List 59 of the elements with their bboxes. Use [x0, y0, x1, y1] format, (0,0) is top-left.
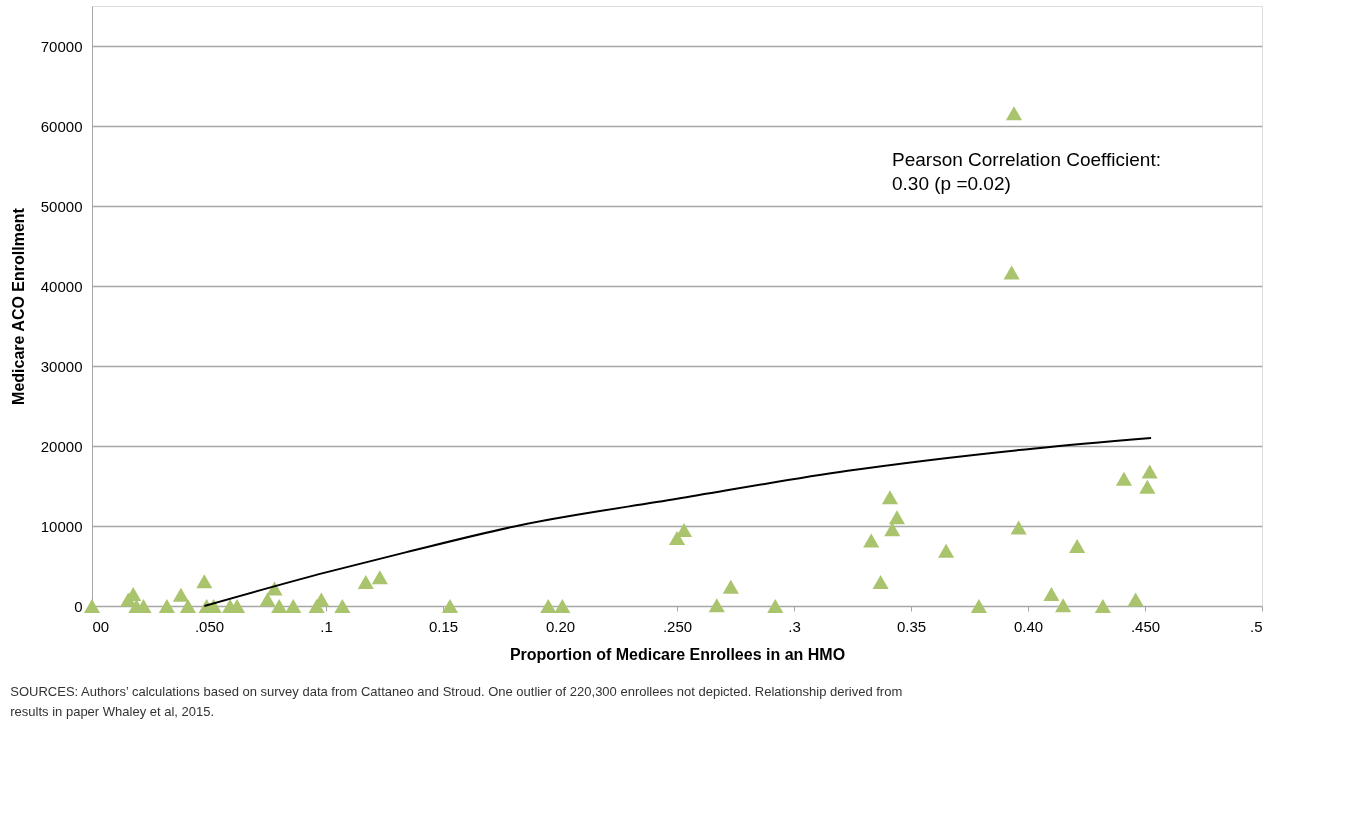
point [668, 531, 686, 545]
point [767, 599, 784, 613]
x-axis-title: Proportion of Medicare Enrollees in an HMO [509, 645, 846, 663]
point [1005, 106, 1023, 121]
point [1055, 598, 1072, 613]
y-tick-label: 70000 [40, 37, 83, 55]
point [1115, 471, 1132, 486]
source-note: SOURCES: Authors’ calculations based on survey data from Cattaneo and Stroud. One outlier of 220,300 enrollees not depicted. Relationship derived from results in paper Whaley et al, 2015. [10, 684, 903, 719]
point [158, 599, 175, 613]
point [881, 490, 898, 505]
x-tick-label: 00 [92, 617, 110, 635]
point [285, 599, 302, 613]
point [196, 574, 213, 589]
point [938, 543, 955, 558]
point [371, 570, 388, 585]
point [357, 575, 374, 589]
x-tick-label: .450 [1130, 617, 1161, 635]
point [334, 599, 351, 613]
x-tick-label: .250 [662, 617, 693, 635]
point [1043, 587, 1060, 601]
point [540, 599, 557, 613]
point [970, 599, 987, 613]
point [1141, 464, 1158, 479]
x-tick-label: 0.20 [545, 617, 576, 635]
point [441, 599, 459, 613]
x-tick-label: 0.15 [428, 617, 459, 635]
point [172, 587, 189, 602]
y-tick-label: 0 [74, 597, 83, 615]
point [888, 510, 906, 525]
y-tick-label: 50000 [40, 197, 83, 215]
point [1139, 479, 1156, 494]
point [1069, 539, 1086, 553]
x-tick-label: .3 [788, 617, 801, 635]
point [554, 599, 571, 613]
point [259, 592, 276, 607]
point [83, 599, 101, 613]
point [1094, 599, 1111, 613]
point [1003, 265, 1020, 280]
point [884, 522, 901, 537]
point [1127, 592, 1144, 607]
point [708, 598, 725, 613]
x-tick-label: .050 [194, 617, 225, 635]
x-tick-label: .1 [320, 617, 333, 635]
x-tick-label: .5 [1249, 617, 1263, 635]
y-tick-label: 40000 [40, 277, 83, 295]
y-tick-label: 20000 [40, 437, 83, 455]
annotation: Pearson Correlation Coefficient: 0.30 (p =0.02) [892, 149, 1161, 194]
point [872, 575, 889, 589]
point [1010, 520, 1027, 535]
y-tick-label: 60000 [40, 117, 83, 135]
point [179, 599, 196, 613]
point [863, 533, 880, 548]
x-tick-label: 0.35 [896, 617, 927, 635]
point [722, 579, 739, 594]
y-axis-title: Medicare ACO Enrollment [9, 207, 27, 405]
y-tick-label: 10000 [40, 517, 83, 535]
x-tick-label: 0.40 [1013, 617, 1044, 635]
y-tick-label: 30000 [40, 357, 83, 375]
point [271, 599, 288, 613]
